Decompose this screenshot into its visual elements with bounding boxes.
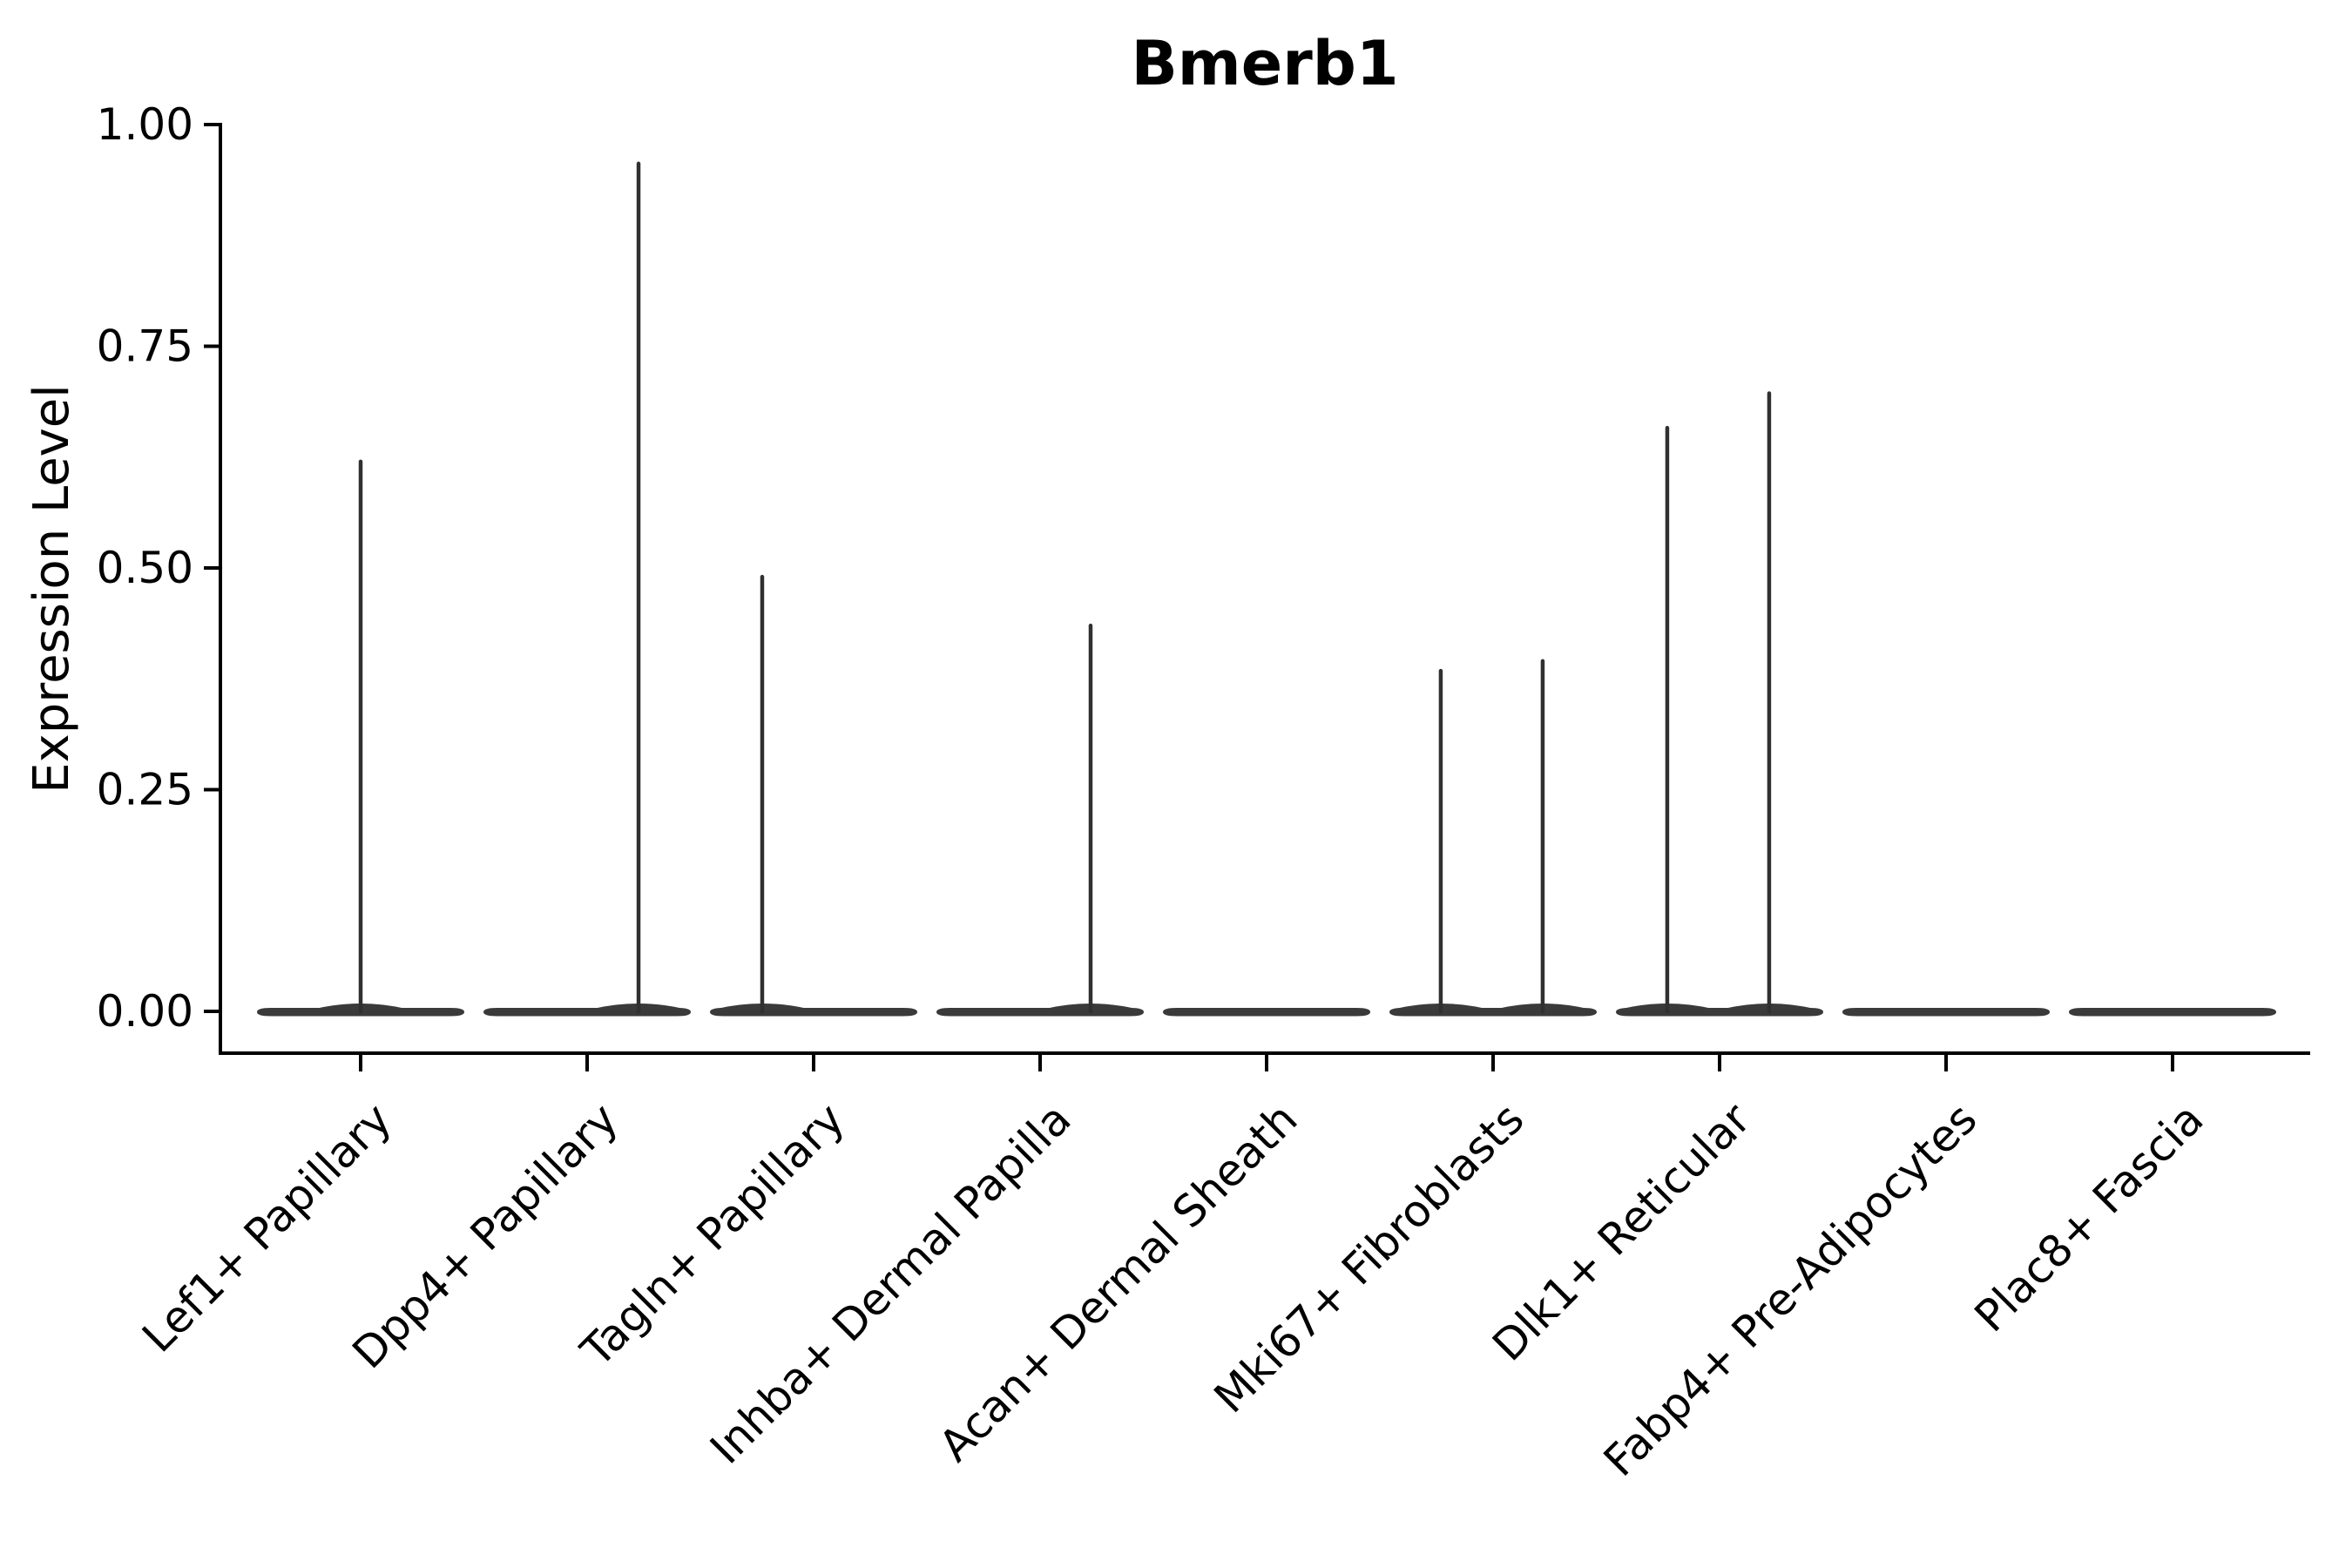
violin-group — [1163, 1008, 1370, 1017]
violin-group — [1842, 1008, 2050, 1017]
violin-group — [2069, 1008, 2276, 1017]
y-tick-label: 0.75 — [97, 321, 193, 372]
violin-body — [1616, 1008, 1823, 1017]
violin-group — [710, 574, 917, 1017]
y-tick-label: 1.00 — [97, 99, 193, 150]
violin-body — [1842, 1008, 2050, 1017]
y-tick-label: 0.25 — [97, 765, 193, 815]
violin-body — [1163, 1008, 1370, 1017]
violin-group — [257, 459, 464, 1017]
y-axis-label: Expression Level — [24, 384, 80, 794]
violin-body — [936, 1008, 1144, 1017]
violin-group — [483, 161, 691, 1017]
violin-group — [1389, 659, 1597, 1017]
y-tick-label: 0.50 — [97, 543, 193, 593]
violin-group — [1616, 391, 1823, 1017]
violin-group — [936, 623, 1144, 1017]
violin-body — [1389, 1008, 1597, 1017]
chart-title: Bmerb1 — [1131, 28, 1398, 99]
violin-body — [2069, 1008, 2276, 1017]
violin-body — [710, 1008, 917, 1017]
y-tick-label: 0.00 — [97, 986, 193, 1037]
violin-body — [483, 1008, 691, 1017]
